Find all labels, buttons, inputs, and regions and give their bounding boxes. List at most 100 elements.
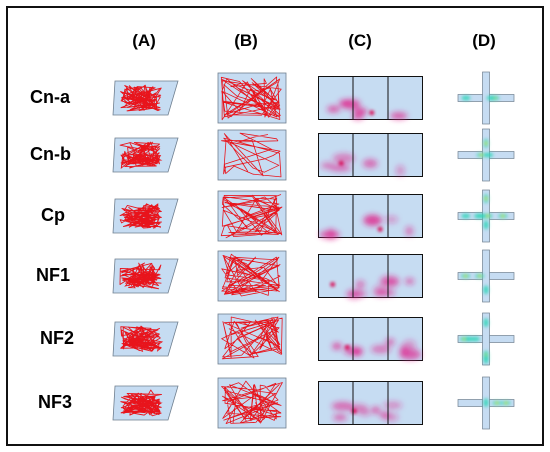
maze-heat-blob	[486, 95, 496, 101]
heat-blobs	[346, 275, 415, 300]
heat-blob	[399, 345, 409, 356]
locomotion-track-dense	[120, 401, 163, 417]
column-header-b: (B)	[234, 31, 258, 50]
locomotion-track-dense	[123, 213, 162, 229]
trajectory-panel-b-0	[217, 72, 287, 124]
heat-blob	[363, 214, 382, 226]
heatmap-panel-c-0	[318, 76, 423, 120]
heat-blob	[329, 165, 351, 172]
heatmap-panel-c-2	[318, 194, 423, 240]
heat-blobs	[332, 338, 422, 360]
plus-maze	[457, 312, 515, 366]
heat-blob	[395, 165, 405, 177]
trajectory-panel-a-3	[112, 258, 179, 294]
row-label-nf3: NF3	[38, 392, 73, 412]
heat-blobs	[327, 99, 408, 120]
heat-blob	[383, 279, 398, 285]
maze-heat	[459, 318, 489, 364]
maze-heat-blob	[464, 336, 474, 342]
maze-heat-blob	[461, 213, 471, 219]
heatmap-panel-c-4	[318, 317, 423, 361]
maze-heat-blob	[484, 152, 494, 158]
heat-peak	[344, 344, 350, 350]
heat-blob	[405, 278, 415, 285]
maze-heat	[461, 273, 489, 295]
heat-blob	[353, 108, 368, 115]
maze-heat-peak	[479, 153, 483, 157]
heat-blob	[385, 338, 395, 346]
maze-heat-blob	[483, 398, 489, 408]
maze-heat-peak	[464, 274, 468, 278]
maze-heat-peak	[484, 197, 488, 201]
maze-heat-peak	[501, 214, 505, 218]
plus-maze-panel-d-4	[457, 312, 515, 366]
trajectory-panel-a-1	[112, 137, 179, 173]
locomotion-track	[221, 253, 281, 297]
heat-blob	[338, 99, 353, 106]
locomotion-track	[220, 76, 282, 121]
row-label-nf1: NF1	[36, 265, 71, 285]
maze-heat-blob	[483, 318, 489, 328]
heat-peak	[338, 160, 344, 166]
locomotion-track	[221, 132, 282, 178]
maze-heat-peak	[504, 401, 508, 405]
heat-blob	[390, 112, 408, 120]
heat-blob	[332, 343, 342, 350]
plus-maze-panel-d-2	[457, 189, 515, 243]
heat-blob	[327, 228, 336, 240]
three-chamber-arena	[318, 254, 423, 298]
heat-blob	[384, 215, 398, 224]
maze-heat-peak	[495, 401, 499, 405]
locomotion-track-dense	[120, 96, 162, 112]
maze-heat	[483, 398, 511, 408]
locomotion-track	[221, 380, 283, 424]
plus-maze-panel-d-0	[457, 71, 515, 125]
heat-blob	[405, 226, 414, 237]
maze-heat-blob	[483, 220, 489, 230]
heat-blob	[333, 414, 348, 421]
maze-heat	[476, 138, 494, 158]
heat-blob	[371, 406, 381, 414]
trajectory-panel-a-2	[112, 198, 179, 234]
row-label-cn-a: Cn-a	[30, 87, 70, 107]
row-label-cn-b: Cn-b	[30, 144, 71, 164]
trajectory-panel-b-5	[217, 377, 287, 429]
maze-heat-peak	[484, 141, 488, 145]
trajectory-panel-a-5	[112, 385, 179, 421]
trajectory-panel-a-4	[112, 321, 179, 357]
heatmap-panel-c-1	[318, 133, 423, 177]
trajectory-panel-b-4	[217, 313, 287, 365]
plus-maze-panel-d-3	[457, 249, 515, 303]
heat-blob	[346, 289, 362, 300]
maze-heat-peak	[478, 274, 482, 278]
maze-heat	[461, 194, 508, 230]
row-label-cp: Cp	[41, 205, 65, 225]
maze-heat-blob	[470, 336, 480, 342]
trajectory-panel-a-0	[112, 80, 179, 116]
maze-heat-peak	[486, 214, 490, 218]
trajectory-panel-b-3	[217, 250, 287, 302]
heat-blob	[383, 401, 403, 409]
locomotion-track-dense	[121, 273, 162, 290]
heat-blob	[332, 153, 355, 164]
row-label-nf2: NF2	[40, 328, 75, 348]
heat-peak	[377, 226, 383, 232]
heatmap-panel-c-3	[318, 254, 423, 300]
locomotion-track-dense	[120, 153, 163, 170]
heat-blob	[327, 105, 341, 113]
column-header-d: (D)	[472, 31, 496, 50]
heat-blob	[355, 280, 366, 289]
trajectory-panel-b-1	[217, 129, 287, 181]
locomotion-track	[221, 316, 283, 360]
heat-blob	[352, 113, 364, 120]
locomotion-track-dense	[121, 336, 164, 353]
maze-arm-vertical	[482, 312, 490, 366]
maze-heat-blob	[483, 285, 489, 295]
heat-blob	[348, 404, 368, 414]
heat-peak	[330, 282, 336, 287]
maze-heat-blob	[461, 95, 471, 101]
heat-blob	[362, 159, 378, 168]
heat-blobs	[319, 214, 414, 240]
heat-blob	[370, 345, 391, 354]
plus-maze	[457, 249, 515, 303]
